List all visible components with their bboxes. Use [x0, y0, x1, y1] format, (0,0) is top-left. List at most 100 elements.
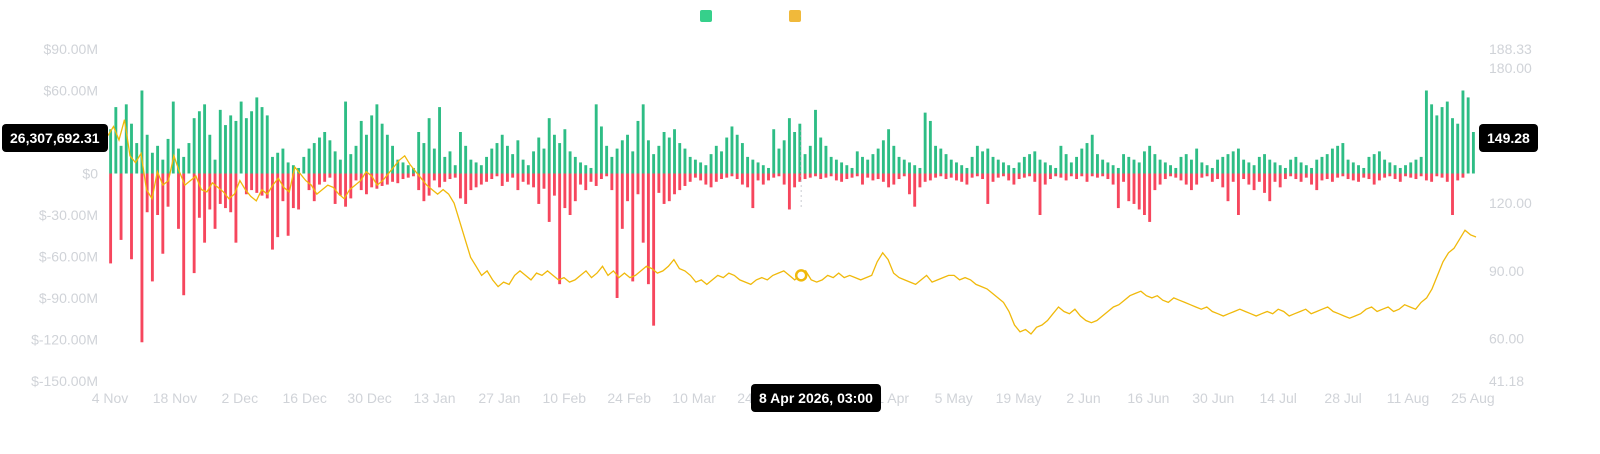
inflow-bar [1419, 156, 1423, 174]
inflow-bar [1440, 107, 1444, 174]
x-tick-label: 4 Nov [92, 390, 129, 406]
inflow-bar [1341, 143, 1345, 174]
outflow-bar [782, 173, 786, 185]
outflow-bar [814, 173, 817, 177]
legend-inflow-swatch[interactable] [700, 10, 712, 22]
inflow-bar [1106, 162, 1110, 174]
outflow-bar [1263, 173, 1266, 193]
price-line-series [107, 119, 1477, 335]
outflow-bar [1195, 173, 1199, 185]
inflow-bar [1257, 156, 1261, 174]
inflow-bar [234, 120, 238, 174]
outflow-bar [845, 173, 849, 180]
inflow-bar [1451, 118, 1454, 174]
inflow-bar [1330, 148, 1334, 174]
outflow-bar [1430, 173, 1434, 182]
inflow-bar [1179, 156, 1183, 174]
x-tick-label: 16 Jun [1127, 390, 1169, 406]
inflow-bar [923, 112, 927, 174]
inflow-bar [589, 167, 593, 174]
inflow-bar [793, 132, 797, 174]
inflow-bar [547, 118, 551, 174]
inflow-bar [620, 140, 624, 174]
inflow-bar [161, 159, 165, 174]
outflow-bar [1377, 173, 1381, 181]
inflow-bar [213, 159, 217, 174]
outflow-bar [1106, 173, 1110, 180]
inflow-bar [109, 129, 113, 174]
inflow-bar [286, 162, 290, 174]
inflow-bar [1059, 145, 1063, 174]
inflow-bar [1336, 145, 1340, 174]
outflow-bar [1289, 173, 1293, 177]
inflow-bar [688, 156, 692, 174]
outflow-bar [354, 173, 358, 181]
outflow-bar [1278, 173, 1282, 188]
outflow-bar [652, 173, 656, 326]
inflow-bar [876, 148, 880, 174]
bar-series [109, 90, 1475, 343]
outflow-bar [495, 173, 499, 177]
outflow-bar [725, 173, 729, 178]
outflow-bar [1174, 173, 1178, 178]
outflow-bar [208, 173, 212, 210]
inflow-bar [182, 156, 186, 174]
outflow-bar [1085, 173, 1089, 182]
outflow-bar [902, 173, 906, 177]
outflow-bar [626, 173, 629, 202]
outflow-bar [1310, 173, 1313, 185]
inflow-bar [756, 162, 760, 174]
outflow-bar [1325, 173, 1329, 180]
x-tick-label: 13 Jan [413, 390, 455, 406]
inflow-bar [218, 109, 222, 174]
outflow-bar [1143, 173, 1146, 215]
inflow-bar [615, 148, 619, 174]
inflow-bar [1022, 156, 1026, 174]
outflow-bar [589, 173, 593, 182]
outflow-bar [1404, 173, 1407, 177]
inflow-bar [370, 115, 374, 174]
inflow-bar [892, 145, 896, 174]
outflow-bar [365, 173, 368, 195]
left-tick-label: $-90.00M [39, 290, 98, 306]
inflow-bar [657, 145, 661, 174]
x-tick-label: 27 Jan [478, 390, 520, 406]
inflow-bar [500, 134, 504, 174]
outflow-bar [150, 173, 154, 282]
inflow-bar [464, 145, 468, 174]
outflow-bar [145, 173, 149, 213]
outflow-bar [1116, 173, 1120, 209]
inflow-bar [187, 143, 191, 174]
inflow-bar [417, 132, 421, 174]
inflow-bar [631, 151, 635, 174]
inflow-bar [1242, 159, 1246, 174]
outflow-bar [834, 173, 838, 181]
outflow-bar [1461, 173, 1465, 178]
outflow-bar [474, 173, 478, 188]
left-tick-label: $-30.00M [39, 207, 98, 223]
inflow-bar [1466, 97, 1470, 174]
outflow-bar [1341, 173, 1345, 177]
outflow-bar [1424, 173, 1428, 181]
outflow-bar [1101, 173, 1105, 177]
inflow-bar [850, 167, 854, 174]
inflow-bar [385, 134, 389, 174]
inflow-bar [1461, 90, 1465, 174]
outflow-bar [636, 173, 640, 195]
legend-price-swatch[interactable] [789, 10, 801, 22]
inflow-bar [328, 140, 332, 174]
outflow-bar [1137, 173, 1141, 210]
outflow-bar [631, 173, 635, 282]
outflow-bar [850, 173, 854, 178]
outflow-bar [897, 173, 901, 180]
outflow-bar [1236, 173, 1240, 215]
outflow-bar [276, 173, 280, 238]
crosshair-right-value: 149.28 [1479, 124, 1538, 152]
outflow-bar [798, 173, 802, 182]
inflow-bar [866, 159, 870, 174]
inflow-bar [432, 148, 436, 174]
outflow-bar [991, 173, 995, 182]
left-y-axis: $90.00M$60.00M$30.00M$0$-30.00M$-60.00M$… [31, 41, 98, 389]
outflow-bar [960, 173, 964, 182]
